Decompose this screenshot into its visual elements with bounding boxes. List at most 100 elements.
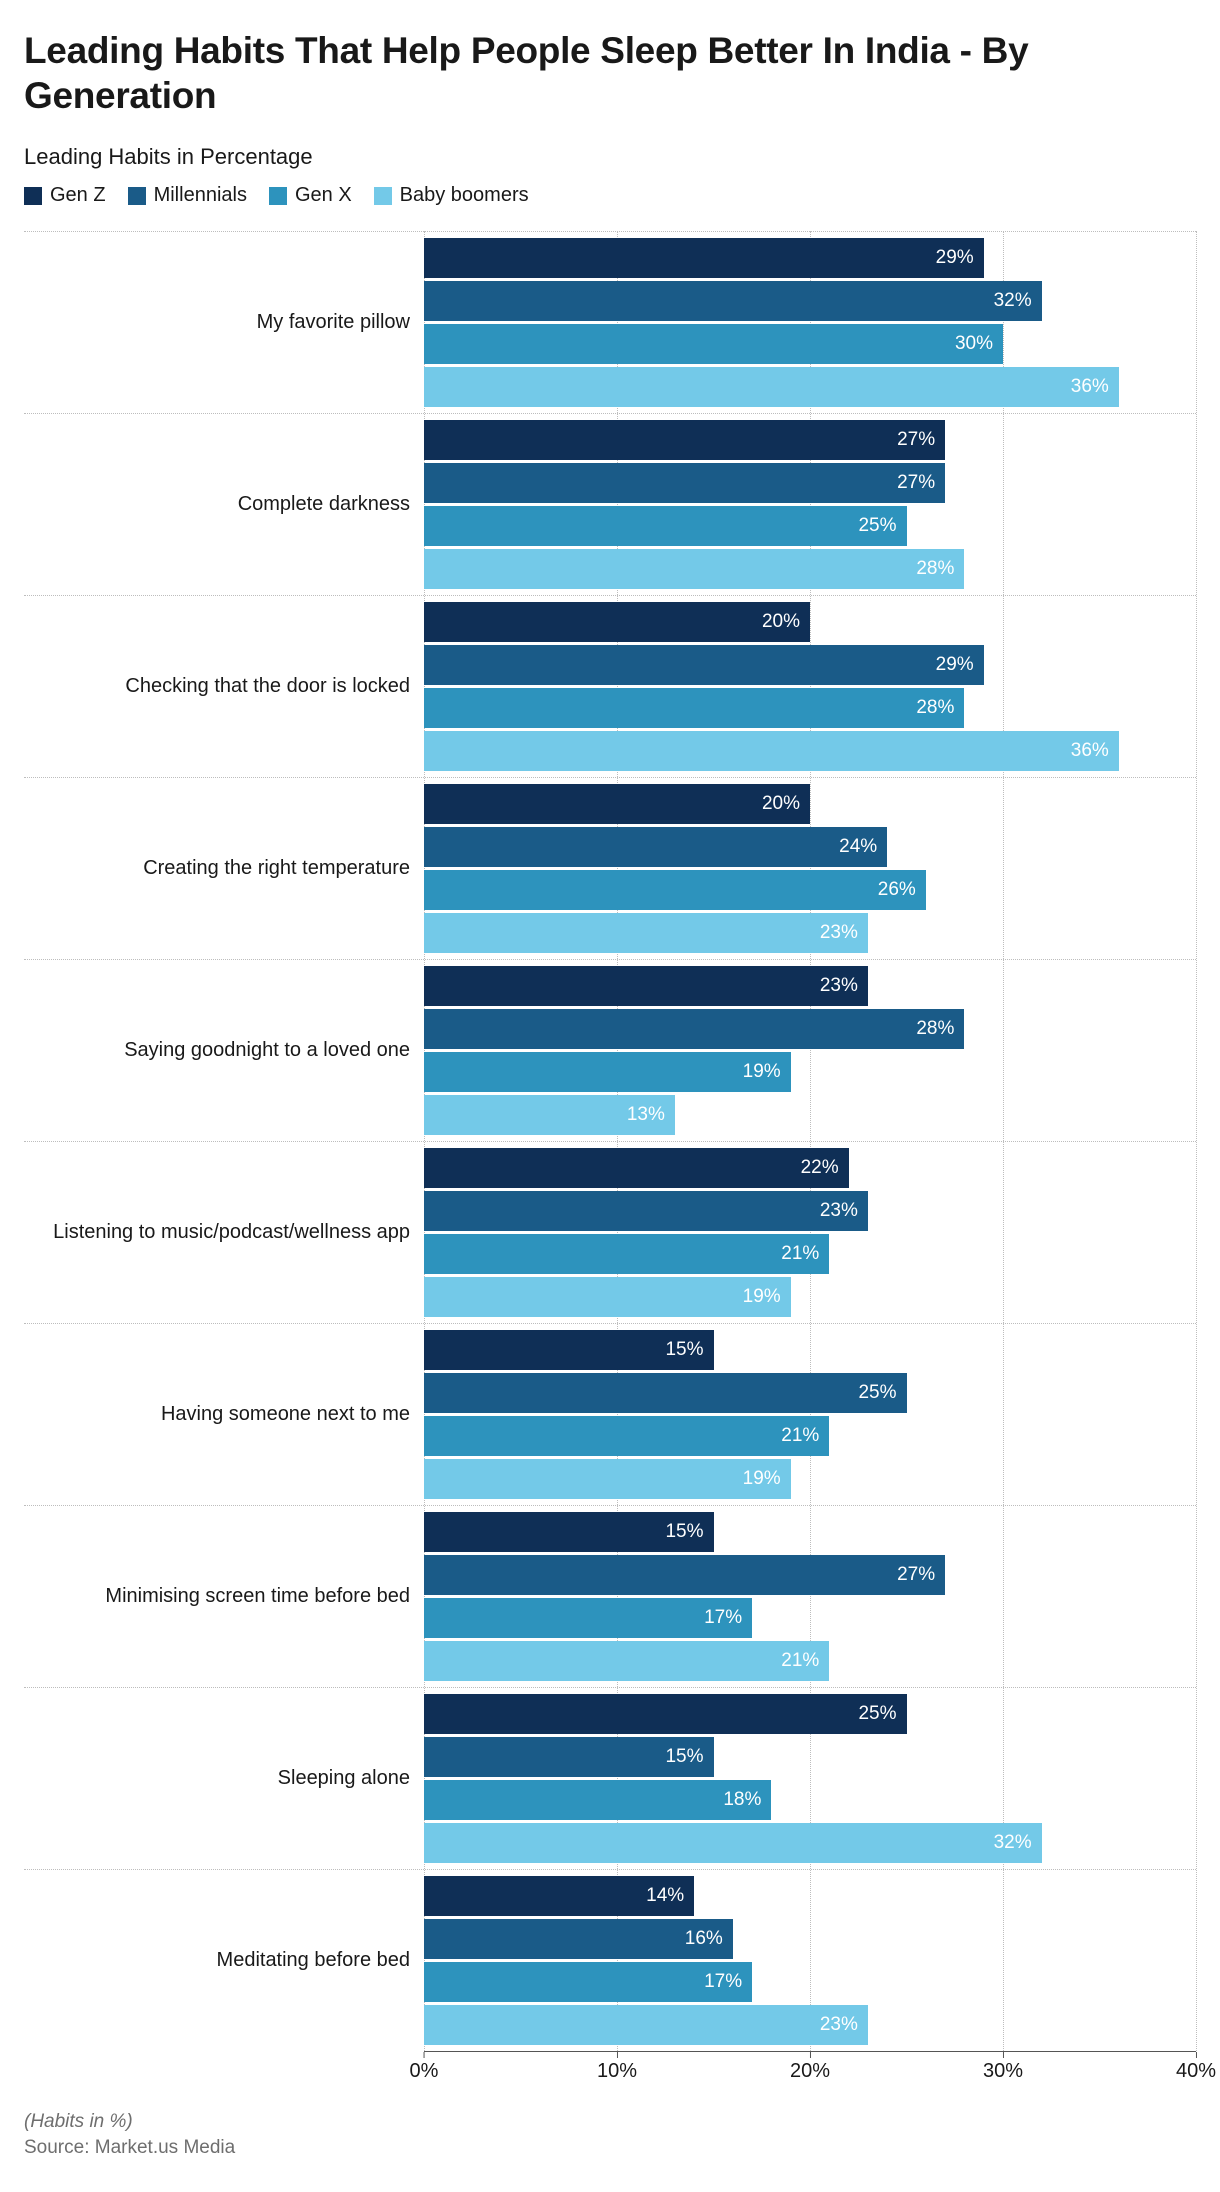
bar: 19%: [424, 1277, 791, 1317]
bar-track: 21%: [424, 1416, 1196, 1456]
bar-track: 13%: [424, 1095, 1196, 1135]
bar-track: 23%: [424, 913, 1196, 953]
bar-track: 18%: [424, 1780, 1196, 1820]
bar-track: 28%: [424, 549, 1196, 589]
bars-area: 14%16% 17% 23%: [424, 1870, 1196, 2051]
bar-track: 16%: [424, 1919, 1196, 1959]
bar-value-label: 17%: [704, 1971, 742, 1993]
bar: 15%: [424, 1512, 714, 1552]
bar-value-label: 19%: [743, 1286, 781, 1308]
category-group: Complete darkness27%27%25%28%: [24, 413, 1196, 595]
legend-swatch: [24, 187, 42, 205]
bars-area: 20% 24%26% 23%: [424, 778, 1196, 959]
chart-subtitle: Leading Habits in Percentage: [24, 144, 1196, 170]
bar-value-label: 14%: [646, 1885, 684, 1907]
bar-track: 25%: [424, 1373, 1196, 1413]
bar: 29%: [424, 238, 984, 278]
bar-track: 29%: [424, 645, 1196, 685]
bar-track: 19%: [424, 1277, 1196, 1317]
bar: 26%: [424, 870, 926, 910]
chart-title: Leading Habits That Help People Sleep Be…: [24, 28, 1196, 118]
category-group: Saying goodnight to a loved one23%28%19%…: [24, 959, 1196, 1141]
bar: 18%: [424, 1780, 771, 1820]
legend-item: Gen Z: [24, 184, 106, 207]
bar-value-label: 29%: [936, 654, 974, 676]
bar-value-label: 18%: [723, 1789, 761, 1811]
category-group: Having someone next to me15%25%21%19%: [24, 1323, 1196, 1505]
bar: 14%: [424, 1876, 694, 1916]
category-label: Creating the right temperature: [24, 778, 424, 959]
chart-area: My favorite pillow29%32%30%36%Complete d…: [24, 231, 1196, 2091]
category-group: Meditating before bed 14%16% 17% 23%: [24, 1869, 1196, 2051]
bar: 36%: [424, 367, 1119, 407]
bar: 32%: [424, 281, 1042, 321]
bar-value-label: 27%: [897, 472, 935, 494]
bar-value-label: 21%: [781, 1425, 819, 1447]
bar: 23%: [424, 966, 868, 1006]
bar-value-label: 16%: [685, 1928, 723, 1950]
bar-track: 27%: [424, 463, 1196, 503]
bar: 20%: [424, 784, 810, 824]
bar-track: 30%: [424, 324, 1196, 364]
bar: 23%: [424, 913, 868, 953]
bar-track: 17%: [424, 1598, 1196, 1638]
bar: 36%: [424, 731, 1119, 771]
bar-track: 20%: [424, 602, 1196, 642]
x-axis: 0%10%20%30%40%: [424, 2051, 1196, 2091]
bar: 20%: [424, 602, 810, 642]
bar-track: 27%: [424, 1555, 1196, 1595]
bars-area: 22%23%21%19%: [424, 1142, 1196, 1323]
bar-value-label: 29%: [936, 247, 974, 269]
bar: 28%: [424, 549, 964, 589]
bar-track: 21%: [424, 1641, 1196, 1681]
bar: 29%: [424, 645, 984, 685]
bar: 24%: [424, 827, 887, 867]
bar-value-label: 36%: [1071, 740, 1109, 762]
bar: 25%: [424, 1694, 907, 1734]
bar-value-label: 32%: [994, 1832, 1032, 1854]
bars-area: 23%28% 19% 13%: [424, 960, 1196, 1141]
bar-value-label: 27%: [897, 1564, 935, 1586]
bar-value-label: 22%: [801, 1157, 839, 1179]
bar: 16%: [424, 1919, 733, 1959]
bar-value-label: 21%: [781, 1243, 819, 1265]
legend-swatch: [269, 187, 287, 205]
bar-track: 36%: [424, 367, 1196, 407]
axis-tick-label: 20%: [790, 2054, 830, 2083]
bar: 28%: [424, 1009, 964, 1049]
bar-track: 17%: [424, 1962, 1196, 2002]
bar-track: 28%: [424, 1009, 1196, 1049]
category-group: Minimising screen time before bed15% 27% 1…: [24, 1505, 1196, 1687]
bar-track: 23%: [424, 2005, 1196, 2045]
bar-track: 15%: [424, 1330, 1196, 1370]
bar-value-label: 19%: [743, 1061, 781, 1083]
bars-area: 20% 29% 28% 36%: [424, 596, 1196, 777]
axis-tick-label: 40%: [1176, 2054, 1216, 2083]
category-group: Creating the right temperature20%24%26%2…: [24, 777, 1196, 959]
bar-track: 15%: [424, 1737, 1196, 1777]
bar: 27%: [424, 463, 945, 503]
category-label: Meditating before bed: [24, 1870, 424, 2051]
bar-value-label: 25%: [858, 1703, 896, 1725]
bar-value-label: 20%: [762, 793, 800, 815]
bars-area: 15%25%21%19%: [424, 1324, 1196, 1505]
bar-value-label: 25%: [858, 1382, 896, 1404]
bar: 15%: [424, 1330, 714, 1370]
bar-value-label: 28%: [916, 697, 954, 719]
chart-source: Source: Market.us Media: [24, 2137, 1196, 2159]
bar: 23%: [424, 2005, 868, 2045]
bar-value-label: 23%: [820, 922, 858, 944]
category-group: Listening to music/podcast/wellness app2…: [24, 1141, 1196, 1323]
bar: 25%: [424, 506, 907, 546]
category-label: Listening to music/podcast/wellness app: [24, 1142, 424, 1323]
bar: 21%: [424, 1416, 829, 1456]
legend-label: Millennials: [154, 184, 247, 207]
axis-tick-label: 10%: [597, 2054, 637, 2083]
bar-track: 25%: [424, 506, 1196, 546]
category-label: Minimising screen time before bed: [24, 1506, 424, 1687]
bar-track: 21%: [424, 1234, 1196, 1274]
bar: 19%: [424, 1052, 791, 1092]
category-label: My favorite pillow: [24, 232, 424, 413]
bar-value-label: 25%: [858, 515, 896, 537]
bar: 15%: [424, 1737, 714, 1777]
